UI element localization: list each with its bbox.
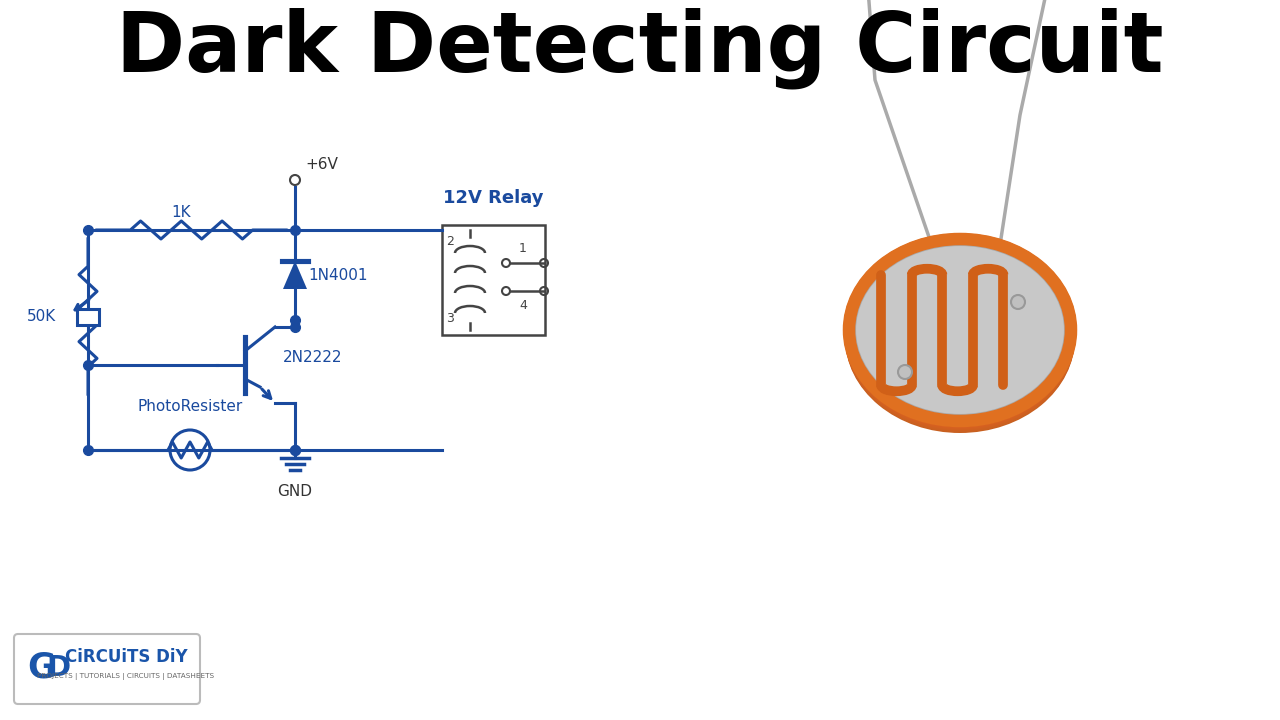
Ellipse shape [845, 239, 1075, 429]
Ellipse shape [845, 242, 1075, 432]
FancyBboxPatch shape [77, 308, 99, 325]
Text: 50K: 50K [27, 309, 56, 324]
Text: PROJECTS | TUTORIALS | CIRCUITS | DATASHEETS: PROJECTS | TUTORIALS | CIRCUITS | DATASH… [37, 673, 215, 680]
Text: 3: 3 [445, 312, 454, 325]
Ellipse shape [855, 245, 1065, 415]
Circle shape [1011, 295, 1025, 309]
Bar [442, 225, 545, 335]
Polygon shape [283, 261, 307, 289]
Text: GND: GND [278, 484, 312, 499]
Text: 12V Relay: 12V Relay [443, 189, 544, 207]
Text: 1: 1 [518, 242, 527, 255]
Ellipse shape [845, 243, 1075, 433]
Text: G: G [28, 651, 56, 685]
Ellipse shape [845, 241, 1075, 431]
Ellipse shape [845, 236, 1075, 426]
Text: CiRCUiTS DiY: CiRCUiTS DiY [65, 648, 187, 666]
Text: 1N4001: 1N4001 [308, 268, 367, 282]
Ellipse shape [845, 240, 1075, 430]
Text: D: D [46, 654, 70, 682]
Text: +6V: +6V [305, 157, 338, 172]
Ellipse shape [845, 238, 1075, 428]
Text: 4: 4 [518, 299, 527, 312]
Circle shape [899, 365, 911, 379]
Ellipse shape [845, 237, 1075, 427]
Text: 2N2222: 2N2222 [283, 349, 343, 364]
Text: 1K: 1K [172, 205, 191, 220]
Text: Dark Detecting Circuit: Dark Detecting Circuit [116, 7, 1164, 89]
Text: PhotoResister: PhotoResister [137, 399, 243, 414]
FancyBboxPatch shape [14, 634, 200, 704]
Text: 2: 2 [445, 235, 454, 248]
Ellipse shape [845, 235, 1075, 425]
